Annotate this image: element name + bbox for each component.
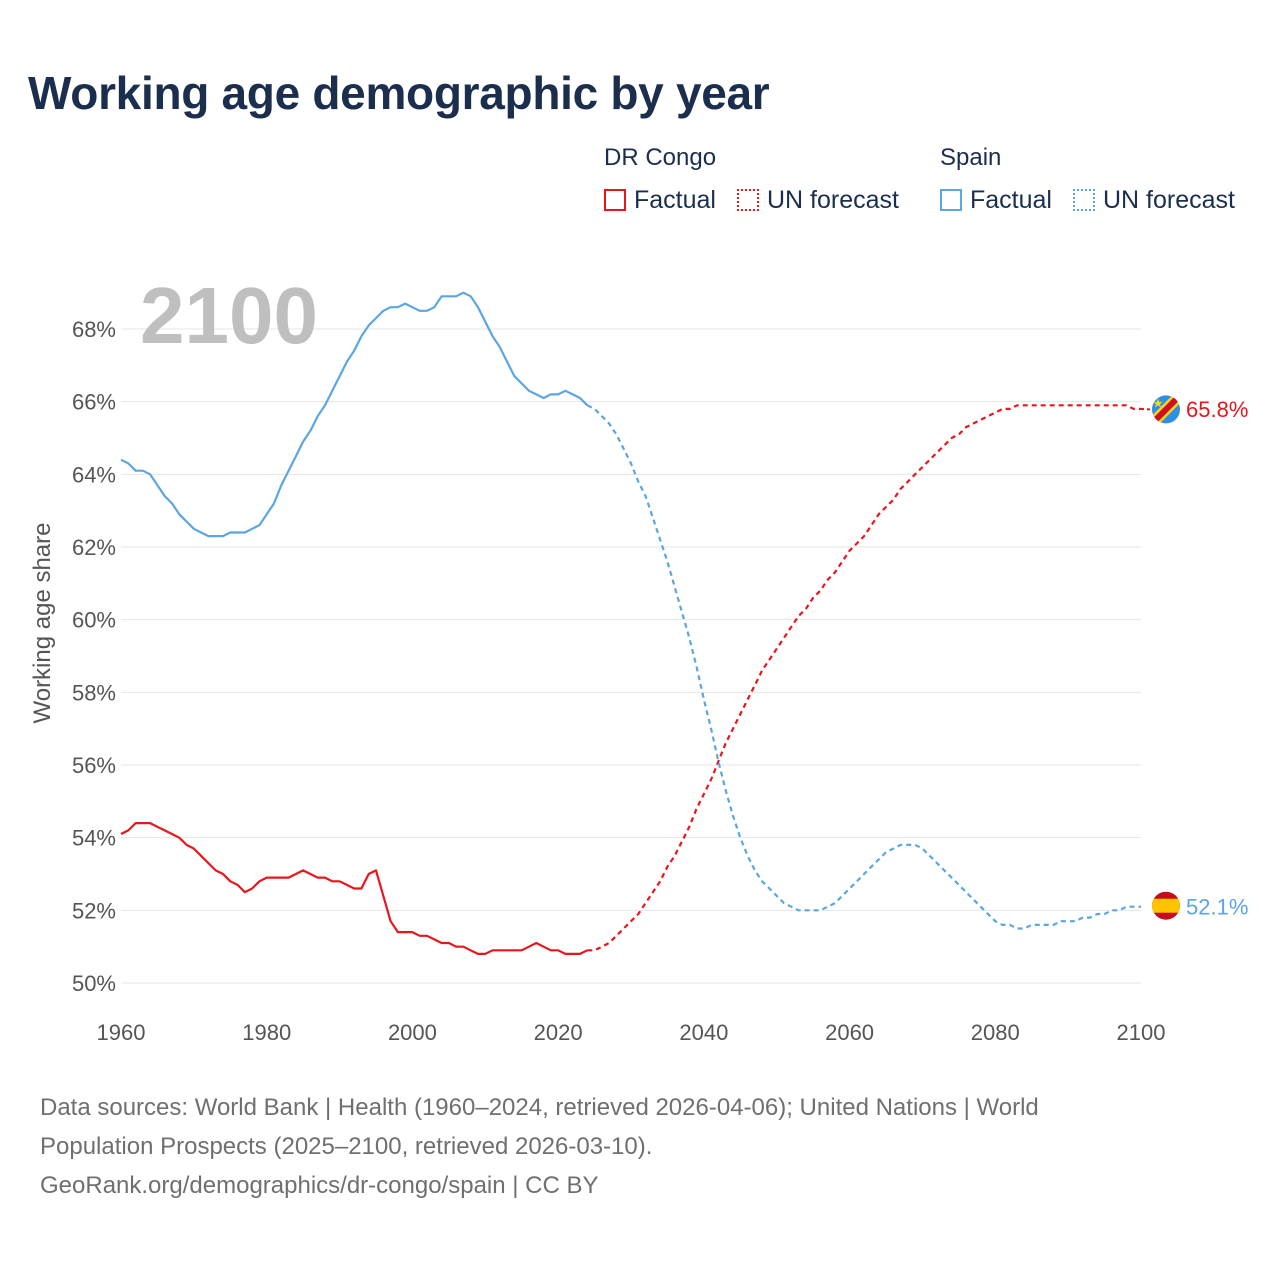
end-value-label-spain: 52.1% — [1186, 895, 1248, 920]
legend-item-dr-congo-factual[interactable]: Factual — [604, 184, 716, 216]
x-tick-label: 2060 — [825, 1020, 874, 1045]
x-tick-label: 2000 — [388, 1020, 437, 1045]
legend-item-spain-forecast[interactable]: UN forecast — [1073, 184, 1235, 216]
grid-lines — [121, 328, 1141, 984]
footer: Data sources: World Bank | Health (1960–… — [40, 1088, 1150, 1205]
series-line-dr-congo-forecast — [587, 404, 1141, 952]
x-tick-label: 2040 — [679, 1020, 728, 1045]
x-axis-ticks: 1960 1980 2000 2020 2040 2060 2080 2100 — [97, 1020, 1166, 1045]
legend-label: Factual — [970, 185, 1052, 214]
end-markers: 65.8% 52.1% — [1140, 395, 1248, 920]
legend-swatch-solid-icon — [940, 189, 962, 211]
footer-line-1: Data sources: World Bank | Health (1960–… — [40, 1094, 1039, 1121]
series-lines — [120, 291, 1141, 955]
y-tick-label: 50% — [72, 971, 116, 996]
y-tick-label: 56% — [72, 753, 116, 778]
legend-swatch-dotted-icon — [737, 189, 759, 211]
legend-label: UN forecast — [767, 185, 899, 214]
x-tick-label: 1960 — [97, 1020, 146, 1045]
spain-flag-icon — [1152, 891, 1180, 920]
legend-item-dr-congo-forecast[interactable]: UN forecast — [737, 184, 899, 216]
series-line-spain-factual — [120, 291, 589, 538]
y-tick-label: 58% — [72, 680, 116, 705]
dr-congo-flag-icon — [1140, 395, 1180, 424]
footer-line-2: Population Prospects (2025–2100, retriev… — [40, 1133, 653, 1160]
y-tick-label: 68% — [72, 317, 116, 342]
y-axis-ticks: 50% 52% 54% 56% 58% 60% 62% 64% 66% 68% — [72, 317, 116, 996]
y-tick-label: 54% — [72, 826, 116, 851]
line-chart: 2100 50% 52% 54% 56% 58% 60% 62% 64% 66% 68% 1960… — [29, 271, 1248, 1045]
x-tick-label: 2100 — [1117, 1020, 1166, 1045]
x-tick-label: 2080 — [971, 1020, 1020, 1045]
legend-swatch-dotted-icon — [1073, 189, 1095, 211]
legend-label: Factual — [634, 185, 716, 214]
y-axis-title: Working age share — [29, 523, 56, 724]
year-watermark: 2100 — [140, 271, 318, 360]
legend-group-spain: Spain — [940, 144, 1002, 171]
y-tick-label: 64% — [72, 462, 116, 487]
end-value-label-dr-congo: 65.8% — [1186, 397, 1248, 422]
legend-item-spain-factual[interactable]: Factual — [940, 184, 1052, 216]
y-tick-label: 52% — [72, 898, 116, 923]
chart-title: Working age demographic by year — [28, 67, 770, 119]
y-tick-label: 66% — [72, 390, 116, 415]
x-tick-label: 1980 — [242, 1020, 291, 1045]
legend-group-dr-congo: DR Congo — [604, 144, 717, 171]
series-line-spain-forecast — [586, 404, 1141, 930]
y-tick-label: 60% — [72, 608, 116, 633]
footer-line-3[interactable]: GeoRank.org/demographics/dr-congo/spain … — [40, 1172, 599, 1199]
x-tick-label: 2020 — [534, 1020, 583, 1045]
legend-swatch-solid-icon — [604, 189, 626, 211]
series-line-dr-congo-factual — [120, 822, 588, 955]
y-tick-label: 62% — [72, 535, 116, 560]
legend-label: UN forecast — [1103, 185, 1235, 214]
